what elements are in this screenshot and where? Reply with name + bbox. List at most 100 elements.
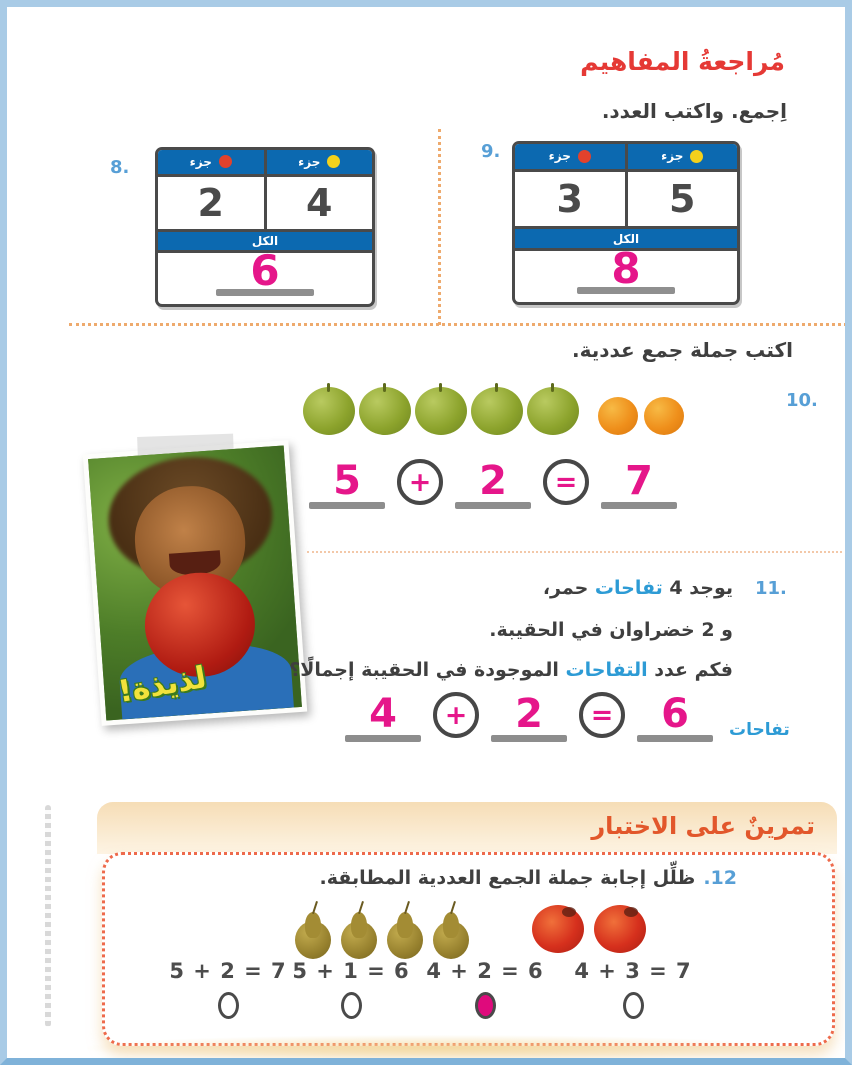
part-label: جزء — [189, 154, 212, 169]
table-8-part-right: جزء — [263, 150, 372, 174]
part-label: جزء — [548, 149, 571, 164]
page-title: مُراجعةُ المفاهيم — [580, 47, 785, 76]
vertical-divider — [438, 129, 441, 325]
answer-underline — [216, 289, 314, 296]
equals-circle-icon: = — [543, 459, 589, 505]
yellow-dot-icon — [690, 149, 704, 163]
section-divider — [69, 323, 845, 326]
orange-group — [595, 397, 687, 435]
red-apple-icon — [594, 905, 646, 953]
table-9-answer: 8 — [611, 244, 641, 294]
pear-icon — [386, 901, 424, 959]
equation-11-first: 4 — [369, 691, 397, 737]
instruction-add: اِجمع. واكتب العدد. — [601, 99, 787, 123]
answer-bubble[interactable] — [474, 992, 496, 1019]
page-bottom-glow — [87, 1035, 787, 1058]
part-whole-table-9: جزء جزء 3 5 الكل 8 — [512, 141, 740, 305]
green-apple-icon — [415, 383, 467, 435]
red-apple-group — [527, 905, 651, 953]
margin-print-text — [45, 805, 51, 1027]
line3-highlight: التفاحات — [565, 659, 648, 681]
equation-10-result-blank[interactable]: 7 — [601, 458, 677, 509]
plus-circle-icon: + — [397, 459, 443, 505]
red-apple-icon — [532, 905, 584, 953]
table-9-part-left: جزء — [515, 144, 625, 169]
table-8-left-value: 2 — [197, 180, 224, 225]
answer-underline — [577, 287, 675, 294]
part-whole-table-8: جزء جزء 2 4 الكل 6 — [155, 147, 375, 307]
answer-bubble[interactable] — [340, 992, 362, 1019]
orange-icon — [598, 397, 638, 435]
instruction-write-sentence: اكتب جملة جمع عددية. — [571, 338, 793, 362]
problem-11-line1: يوجد 4 تفاحات حمر، — [543, 577, 733, 599]
equation-10-first-blank[interactable]: 5 — [309, 458, 385, 509]
line1-post: حمر، — [542, 577, 595, 599]
table-8-right-value: 4 — [263, 176, 373, 229]
whole-label: الكل — [515, 226, 737, 252]
green-apple-icon — [527, 383, 579, 435]
line3-post: الموجودة في الحقيبة إجمالًا؟ — [289, 659, 566, 681]
green-apple-icon — [471, 383, 523, 435]
equation-11-first-blank[interactable]: 4 — [345, 691, 421, 742]
problem-11-line3: فكم عدد التفاحات الموجودة في الحقيبة إجم… — [289, 659, 733, 681]
problem-9-number: 9. — [481, 141, 501, 162]
option-2-equation: 5 + 1 = 6 — [292, 959, 410, 983]
table-9-right-value: 5 — [624, 171, 738, 227]
problem-11-line2: و 2 خضراوان في الحقيبة. — [489, 619, 733, 641]
yellow-dot-icon — [327, 155, 341, 169]
green-apple-icon — [359, 383, 411, 435]
table-8-part-left: جزء — [158, 150, 264, 174]
problem-8-number: 8. — [110, 157, 130, 178]
answer-option-2: 5 + 1 = 6 — [286, 959, 416, 1019]
table-8-header: جزء جزء — [158, 150, 372, 177]
problem-12-instruction: ظلِّل إجابة جملة الجمع العددية المطابقة. — [319, 867, 696, 889]
whole-label: الكل — [158, 229, 372, 254]
equation-10-result: 7 — [625, 458, 653, 504]
photo-card: لذيذة! — [82, 433, 308, 726]
pear-icon — [432, 901, 470, 959]
option-3-equation: 4 + 2 = 6 — [426, 959, 544, 983]
answer-bubble[interactable] — [217, 992, 239, 1019]
table-9-left-value: 3 — [556, 177, 583, 222]
green-apple-icon — [303, 383, 355, 435]
table-8-answer-area[interactable]: 6 — [158, 250, 372, 304]
practice-banner: تمرينٌ على الاختبار — [97, 802, 837, 854]
equation-11-second-blank[interactable]: 2 — [491, 691, 567, 742]
problem-11-number: 11. — [755, 578, 787, 599]
equation-10-first: 5 — [333, 458, 361, 504]
answer-option-3: 4 + 2 = 6 — [420, 959, 550, 1019]
line3-pre: فكم عدد — [647, 659, 733, 681]
equation-11-second: 2 — [515, 691, 543, 737]
equation-11-unit-label: تفاحات — [729, 720, 790, 740]
equation-11: 4 + 2 = 6 تفاحات — [339, 692, 796, 742]
plus-circle-icon: + — [433, 692, 479, 738]
equation-10-second-blank[interactable]: 2 — [455, 461, 531, 509]
problem-10-number: 10. — [786, 390, 818, 411]
equals-circle-icon: = — [579, 692, 625, 738]
line1-highlight: تفاحات — [594, 577, 663, 599]
green-apple-group — [301, 383, 581, 435]
table-9-header: جزء جزء — [515, 144, 737, 172]
pear-icon — [340, 901, 378, 959]
table-9-part-right: جزء — [624, 144, 737, 169]
practice-banner-title: تمرينٌ على الاختبار — [591, 812, 815, 840]
problem-12-prompt: 12. ظلِّل إجابة جملة الجمع العددية المطاب… — [320, 867, 737, 889]
answer-bubble[interactable] — [622, 992, 644, 1019]
problem-12-number: 12. — [703, 867, 737, 889]
red-dot-icon — [218, 155, 232, 169]
answer-option-4: 4 + 3 = 7 — [568, 959, 698, 1019]
line1-pre: يوجد 4 — [662, 577, 733, 599]
sub-divider — [307, 551, 842, 553]
equation-10: 5 + 2 = 7 — [303, 459, 683, 509]
red-dot-icon — [577, 149, 591, 163]
orange-icon — [644, 397, 684, 435]
equation-11-result-blank[interactable]: 6 — [637, 691, 713, 742]
child-apple-photo: لذيذة! — [88, 445, 302, 721]
answer-option-1: 5 + 2 = 7 — [163, 959, 293, 1019]
option-1-equation: 5 + 2 = 7 — [169, 959, 287, 983]
table-9-answer-area[interactable]: 8 — [515, 244, 737, 302]
equation-11-result: 6 — [661, 691, 689, 737]
part-label: جزء — [661, 149, 684, 164]
pear-icon — [294, 901, 332, 959]
